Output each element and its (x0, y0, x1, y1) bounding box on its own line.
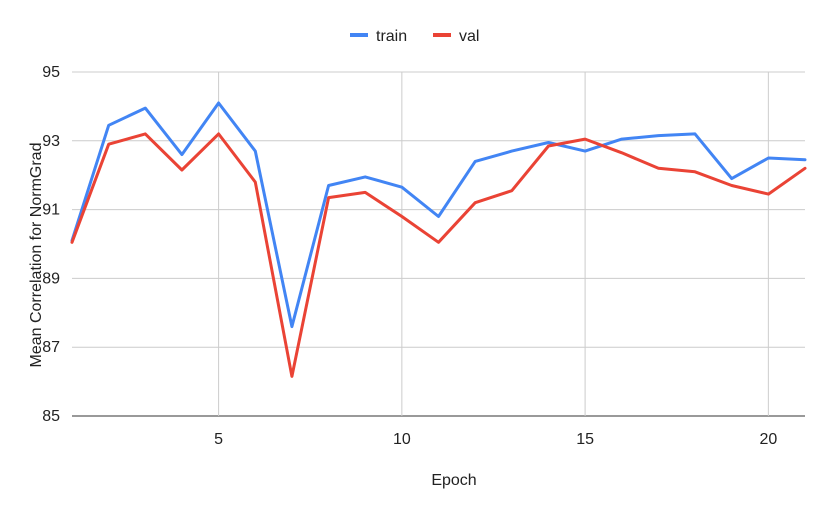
legend-label: train (376, 28, 407, 45)
x-axis-title: Epoch (431, 472, 476, 489)
y-axis-title: Mean Correlation for NormGrad (28, 143, 45, 368)
y-tick-label: 95 (42, 64, 60, 81)
grid-lines (72, 71, 805, 417)
series-line-val (70, 132, 807, 378)
legend-item-train: train (350, 28, 407, 45)
y-tick-label: 89 (42, 270, 60, 287)
legend-item-val: val (433, 28, 479, 45)
x-axis-ticks: 5 10 15 20 (214, 431, 777, 448)
legend: train val (350, 28, 479, 45)
y-tick-label: 85 (42, 408, 60, 425)
y-tick-label: 91 (42, 202, 60, 219)
x-tick-label: 10 (393, 431, 411, 448)
x-tick-label: 5 (214, 431, 223, 448)
legend-label: val (459, 28, 479, 45)
y-tick-label: 87 (42, 339, 60, 356)
x-tick-label: 20 (759, 431, 777, 448)
y-tick-label: 93 (42, 133, 60, 150)
series-lines (70, 101, 807, 378)
series-line-train (70, 101, 807, 329)
x-tick-label: 15 (576, 431, 594, 448)
y-axis-ticks: 85 87 89 91 93 95 (42, 64, 60, 425)
